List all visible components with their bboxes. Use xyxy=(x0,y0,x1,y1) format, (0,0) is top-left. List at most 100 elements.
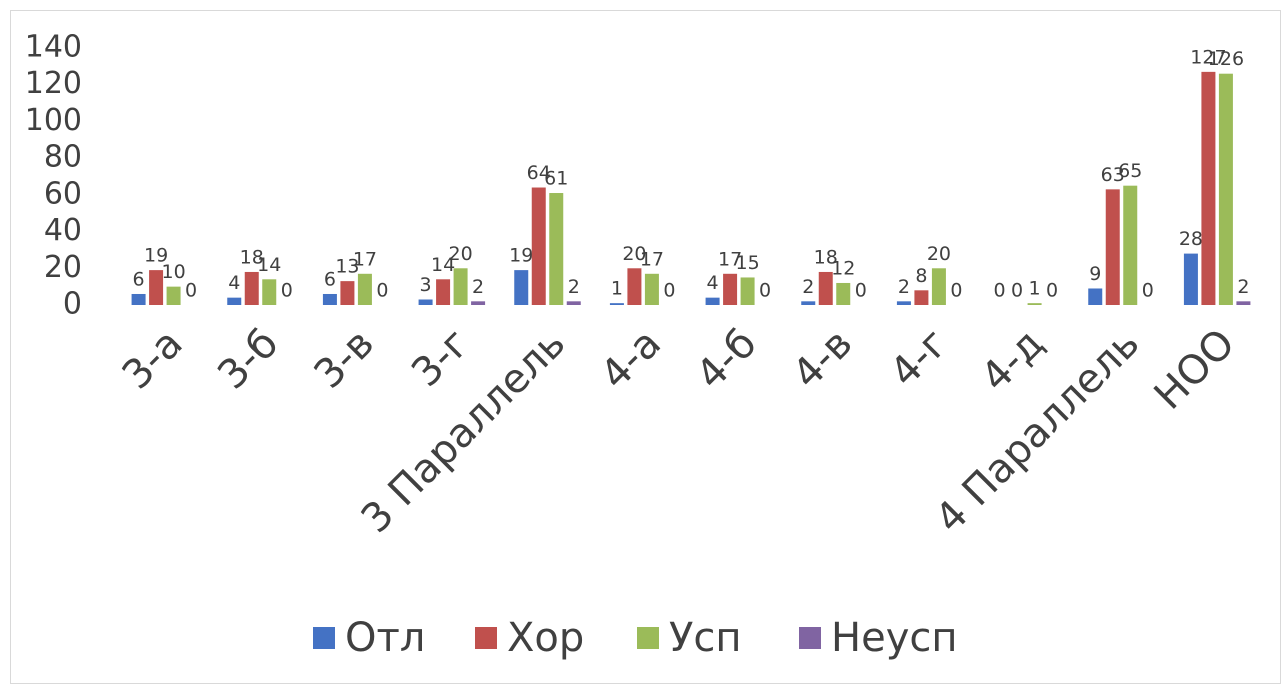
bar xyxy=(723,273,738,305)
legend-label: Неусп xyxy=(831,615,958,661)
data-label: 0 xyxy=(950,280,962,302)
bar xyxy=(453,268,468,305)
data-label: 4 xyxy=(707,272,719,294)
bar xyxy=(418,299,433,305)
chart-border xyxy=(10,10,1281,684)
data-label: 18 xyxy=(814,246,838,268)
data-label: 65 xyxy=(1118,160,1142,182)
bar xyxy=(931,268,946,305)
data-label: 0 xyxy=(185,280,197,302)
data-label: 0 xyxy=(759,280,771,302)
legend-swatch xyxy=(637,627,659,649)
data-label: 19 xyxy=(144,245,168,267)
bar xyxy=(1027,303,1042,305)
data-label: 0 xyxy=(1046,280,1058,302)
y-tick-label: 120 xyxy=(25,66,82,101)
data-label: 14 xyxy=(431,254,455,276)
bar xyxy=(1183,253,1198,305)
data-label: 12 xyxy=(831,257,855,279)
data-label: 10 xyxy=(161,261,185,283)
data-label: 15 xyxy=(735,252,759,274)
bar xyxy=(609,303,624,305)
y-tick-label: 0 xyxy=(63,287,82,322)
data-label: 126 xyxy=(1208,48,1244,70)
bar xyxy=(166,286,181,305)
data-label: 1 xyxy=(1029,278,1041,300)
data-label: 2 xyxy=(898,276,910,298)
data-label: 8 xyxy=(915,265,927,287)
data-label: 14 xyxy=(257,254,281,276)
legend-label: Отл xyxy=(345,615,425,661)
data-label: 19 xyxy=(509,245,533,267)
bar xyxy=(322,293,337,305)
data-label: 2 xyxy=(1237,276,1249,298)
bar xyxy=(149,270,164,305)
bar xyxy=(1236,301,1251,305)
data-label: 0 xyxy=(994,280,1006,302)
data-label: 20 xyxy=(927,243,951,265)
legend-swatch xyxy=(313,627,335,649)
data-label: 0 xyxy=(663,280,675,302)
bar xyxy=(436,279,451,305)
data-label: 61 xyxy=(544,168,568,190)
data-label: 63 xyxy=(1101,164,1125,186)
bar xyxy=(801,301,816,305)
bar xyxy=(262,279,277,305)
bar xyxy=(471,301,486,305)
bar xyxy=(644,273,659,305)
data-label: 2 xyxy=(472,276,484,298)
bar xyxy=(1088,288,1103,305)
bar xyxy=(340,281,355,305)
bar xyxy=(896,301,911,305)
data-label: 127 xyxy=(1190,46,1226,68)
y-tick-label: 80 xyxy=(44,140,82,175)
bar xyxy=(1201,71,1216,305)
data-label: 0 xyxy=(855,280,867,302)
data-label: 18 xyxy=(240,246,264,268)
bar xyxy=(1123,185,1138,305)
y-tick-label: 100 xyxy=(25,103,82,138)
data-label: 0 xyxy=(281,280,293,302)
y-tick-label: 60 xyxy=(44,176,82,211)
data-label: 17 xyxy=(718,248,742,270)
bar xyxy=(836,282,851,305)
legend-swatch xyxy=(799,627,821,649)
data-label: 64 xyxy=(527,162,551,184)
bar xyxy=(1218,73,1233,305)
data-label: 17 xyxy=(353,248,377,270)
legend-swatch xyxy=(475,627,497,649)
data-label: 9 xyxy=(1089,263,1101,285)
data-label: 6 xyxy=(324,268,336,290)
bar xyxy=(549,193,564,305)
data-label: 6 xyxy=(133,268,145,290)
bar xyxy=(531,187,546,305)
legend-label: Хор xyxy=(507,615,584,661)
bar xyxy=(357,273,372,305)
bar xyxy=(705,297,720,305)
data-label: 4 xyxy=(228,272,240,294)
data-label: 0 xyxy=(1011,280,1023,302)
bar xyxy=(627,268,642,305)
bar xyxy=(131,293,146,305)
data-label: 13 xyxy=(335,256,359,278)
data-label: 17 xyxy=(640,248,664,270)
bar xyxy=(914,290,929,305)
data-label: 3 xyxy=(420,274,432,296)
bar xyxy=(1105,189,1120,305)
y-tick-label: 20 xyxy=(44,250,82,285)
data-label: 0 xyxy=(376,280,388,302)
data-label: 1 xyxy=(611,278,623,300)
data-label: 0 xyxy=(1142,280,1154,302)
data-label: 2 xyxy=(568,276,580,298)
bar xyxy=(818,271,833,305)
y-tick-label: 40 xyxy=(44,213,82,248)
bar xyxy=(566,301,581,305)
bar xyxy=(244,271,259,305)
bar xyxy=(514,270,529,305)
bar xyxy=(227,297,242,305)
y-tick-label: 140 xyxy=(25,30,82,65)
legend-label: Усп xyxy=(669,615,742,661)
data-label: 20 xyxy=(448,243,472,265)
bar xyxy=(740,277,755,305)
